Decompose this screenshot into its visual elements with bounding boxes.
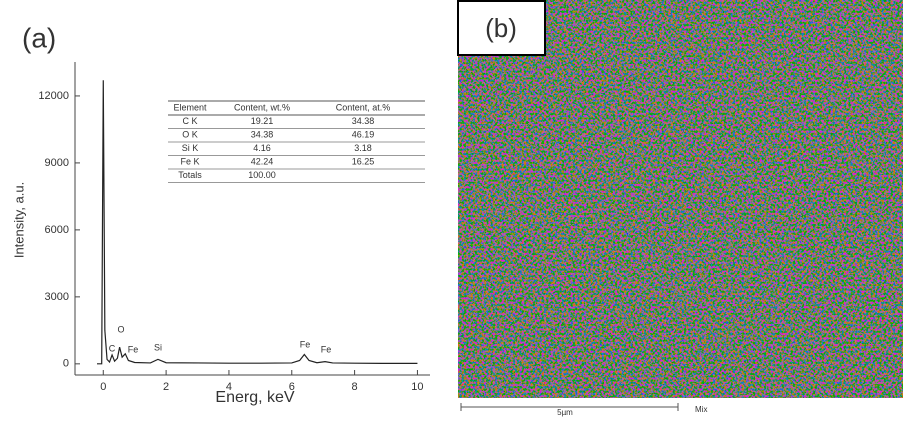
peak-label: Fe bbox=[300, 339, 311, 349]
table-header: Element bbox=[173, 102, 207, 112]
table-header: Content, wt.% bbox=[234, 102, 290, 112]
table-cell: 19.21 bbox=[251, 116, 274, 126]
x-tick-label: 2 bbox=[163, 381, 169, 393]
peak-label: C bbox=[109, 343, 116, 353]
element-table: Element Content, wt.% Content, at.% C K 19.2… bbox=[168, 100, 425, 183]
map-panel: (b) 5µm Mix bbox=[457, 0, 903, 417]
table-cell: 42.24 bbox=[251, 156, 274, 166]
y-axis-label: Intensity, a.u. bbox=[11, 182, 26, 258]
table-cell: 3.18 bbox=[354, 143, 372, 153]
peak-label: O bbox=[117, 324, 124, 334]
y-tick-label: 0 bbox=[63, 358, 69, 370]
y-tick-label: 9000 bbox=[45, 157, 69, 169]
y-tick-label: 6000 bbox=[45, 224, 69, 236]
x-axis-label: Energ, keV bbox=[215, 389, 294, 406]
table-cell: Totals bbox=[178, 170, 202, 180]
peak-label: Si bbox=[154, 342, 162, 352]
x-tick-label: 4 bbox=[226, 381, 232, 393]
table-header: Content, at.% bbox=[336, 102, 391, 112]
scale-label: 5µm bbox=[557, 408, 573, 417]
x-tick-label: 10 bbox=[411, 381, 423, 393]
table-cell: 16.25 bbox=[352, 156, 375, 166]
table-cell: 34.38 bbox=[352, 116, 375, 126]
element-map-noise bbox=[458, 0, 903, 398]
map-name: Mix bbox=[695, 405, 707, 414]
table-cell: 4.16 bbox=[253, 143, 271, 153]
table-cell: Fe K bbox=[180, 156, 199, 166]
panel-label: (b) bbox=[485, 13, 517, 43]
peak-label: Fe bbox=[128, 344, 139, 354]
panel-label-box bbox=[457, 0, 546, 56]
table-cell: C K bbox=[182, 116, 197, 126]
table-cell: 100.00 bbox=[248, 170, 276, 180]
spectrum-line bbox=[96, 80, 418, 365]
table-cell: Si K bbox=[182, 143, 199, 153]
table-cell: 34.38 bbox=[251, 129, 274, 139]
x-tick-label: 6 bbox=[289, 381, 295, 393]
x-tick-label: 0 bbox=[100, 381, 106, 393]
table-cell: 46.19 bbox=[352, 129, 375, 139]
peak-label: Fe bbox=[321, 344, 332, 354]
y-tick-label: 3000 bbox=[45, 291, 69, 303]
table-cell: O K bbox=[182, 129, 198, 139]
y-tick-label: 12000 bbox=[38, 90, 69, 102]
x-tick-label: 8 bbox=[352, 381, 358, 393]
panel-label: (a) bbox=[22, 22, 56, 53]
